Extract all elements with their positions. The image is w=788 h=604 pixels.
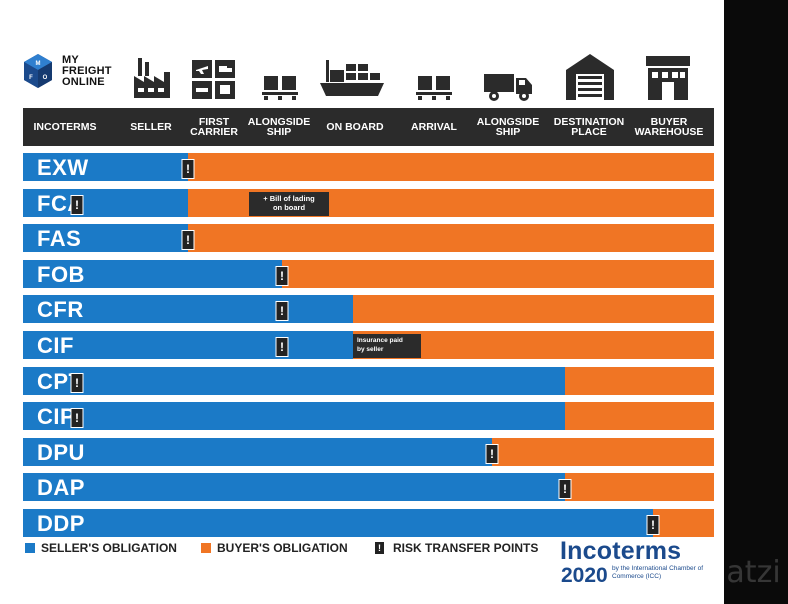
buyer-obligation-bar [565, 402, 714, 430]
stage-label-alongside-ship-destination: ALONGSIDE SHIP [476, 116, 540, 138]
legend-label-seller: SELLER'S OBLIGATION [41, 541, 177, 555]
legend-swatch-seller [25, 543, 35, 553]
risk-transfer-marker-icon: ! [181, 230, 195, 250]
incoterm-row-fca: FCA! + Bill of lading on board [23, 189, 714, 217]
brand-line-1: MY [62, 54, 79, 66]
buyer-obligation-bar [353, 295, 714, 323]
incoterm-row-fob: FOB! [23, 260, 714, 288]
brand-name: MY FREIGHT ONLINE [62, 55, 132, 88]
incoterms-wordmark: Incoterms [560, 537, 682, 565]
factory-icon [134, 58, 170, 98]
incoterm-row-cip: CIP! [23, 402, 714, 430]
row-note: Insurance paid by seller [353, 334, 421, 358]
stage-label-first-carrier: FIRST CARRIER [190, 116, 238, 138]
incoterm-code: CFR [37, 297, 84, 322]
seller-obligation-bar [23, 438, 492, 466]
legend-label-risk: RISK TRANSFER POINTS [393, 541, 539, 555]
incoterm-code: FAS [37, 226, 82, 251]
buyer-obligation-bar [565, 473, 714, 501]
incoterm-row-fas: FAS! [23, 224, 714, 252]
seller-obligation-bar [23, 473, 565, 501]
svg-text:F: F [29, 75, 33, 81]
incoterm-code: CIF [37, 333, 74, 358]
legend-swatch-buyer [201, 543, 211, 553]
incoterm-row-ddp: DDP! [23, 509, 714, 537]
risk-transfer-marker-icon: ! [275, 266, 289, 286]
risk-transfer-marker-icon: ! [275, 337, 289, 357]
stage-label-arrival: ARRIVAL [411, 121, 457, 133]
buyer-obligation-bar [492, 438, 714, 466]
warehouse-icon [566, 54, 614, 100]
seller-obligation-bar [23, 331, 353, 359]
incoterm-code: EXW [37, 155, 89, 180]
pallet-icon [262, 76, 298, 100]
incoterm-row-dpu: DPU! [23, 438, 714, 466]
risk-transfer-marker-icon: ! [485, 444, 499, 464]
seller-obligation-bar [23, 509, 653, 537]
pallet-icon [416, 76, 452, 100]
incoterm-code: DPU [37, 440, 85, 465]
store-icon [646, 56, 690, 100]
risk-transfer-marker-icon: ! [70, 195, 84, 215]
seller-obligation-bar [23, 402, 565, 430]
brand-line-3: ONLINE [62, 76, 105, 88]
incoterm-code: DDP [37, 511, 85, 536]
incoterm-row-cpt: CPT! [23, 367, 714, 395]
incoterms-year: 2020 [561, 564, 608, 587]
seller-obligation-bar [23, 153, 188, 181]
svg-text:M: M [36, 61, 41, 67]
incoterms-header: INCOTERMS [33, 121, 97, 133]
stage-label-destination-place: DESTINATION PLACE [553, 116, 625, 138]
transport-modes-icon [192, 60, 235, 99]
risk-transfer-marker-icon: ! [70, 408, 84, 428]
platzi-watermark: Platzi [700, 555, 781, 590]
delivery-truck-icon [484, 74, 532, 101]
buyer-obligation-bar [188, 224, 714, 252]
stage-label-on-board: ON BOARD [326, 121, 384, 133]
incoterms-subtitle: by the International Chamber of Commerce… [612, 565, 704, 580]
legend-item-buyer: BUYER'S OBLIGATION [201, 540, 348, 556]
seller-obligation-bar [23, 189, 188, 217]
incoterm-row-exw: EXW! [23, 153, 714, 181]
brand-line-2: FREIGHT [62, 65, 112, 77]
seller-obligation-bar [23, 295, 353, 323]
incoterms-2020-logo: Incoterms 2020 by the International Cham… [560, 537, 720, 587]
stage-header-bar: INCOTERMS SELLER FIRST CARRIER ALONGSIDE… [23, 108, 714, 146]
buyer-obligation-bar [282, 260, 714, 288]
stage-label-buyer-warehouse: BUYER WAREHOUSE [634, 116, 704, 138]
buyer-obligation-bar [653, 509, 714, 537]
stage-label-alongside-ship-origin: ALONGSIDE SHIP [247, 116, 311, 138]
seller-obligation-bar [23, 224, 188, 252]
legend-label-buyer: BUYER'S OBLIGATION [217, 541, 348, 555]
incoterm-code: FOB [37, 262, 85, 287]
row-note: + Bill of lading on board [249, 192, 329, 216]
legend-item-seller: SELLER'S OBLIGATION [25, 540, 177, 556]
risk-marker-icon: ! [375, 542, 384, 554]
risk-transfer-marker-icon: ! [70, 373, 84, 393]
seller-obligation-bar [23, 367, 565, 395]
seller-obligation-bar [23, 260, 282, 288]
incoterm-code: CIP [37, 404, 76, 429]
svg-text:O: O [43, 75, 48, 81]
legend-item-risk: ! RISK TRANSFER POINTS [375, 540, 538, 556]
risk-transfer-marker-icon: ! [275, 301, 289, 321]
my-freight-online-logo: M F O [24, 54, 52, 88]
risk-transfer-marker-icon: ! [181, 159, 195, 179]
dark-side-strip [724, 0, 788, 604]
incoterm-row-cfr: CFR! [23, 295, 714, 323]
risk-transfer-marker-icon: ! [558, 479, 572, 499]
stage-label-seller: SELLER [130, 121, 172, 133]
incoterm-row-cif: CIF! Insurance paid by seller [23, 331, 714, 359]
buyer-obligation-bar [565, 367, 714, 395]
cargo-ship-icon [320, 60, 384, 96]
infographic-panel: M F O MY FREIGHT ONLINE [0, 0, 724, 604]
buyer-obligation-bar [188, 153, 714, 181]
incoterm-code: DAP [37, 475, 85, 500]
risk-transfer-marker-icon: ! [646, 515, 660, 535]
incoterm-row-dap: DAP! [23, 473, 714, 501]
